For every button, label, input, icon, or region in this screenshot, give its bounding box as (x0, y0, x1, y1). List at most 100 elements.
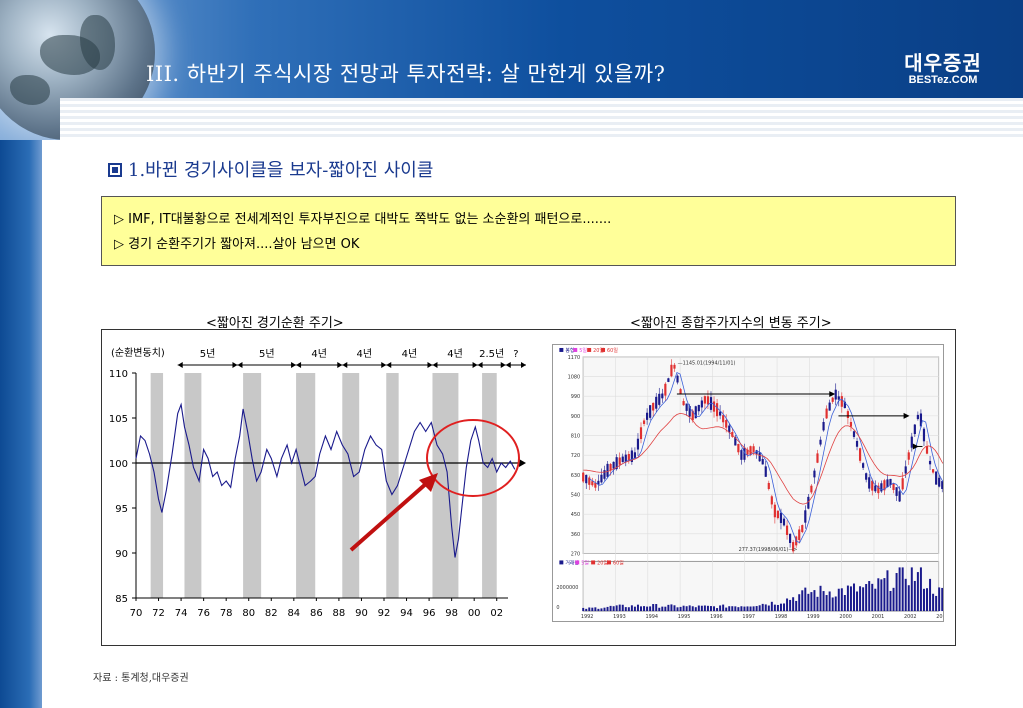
legend-label: 20일 (597, 559, 608, 566)
y-tick-label: 95 (115, 504, 128, 515)
kospi-chart: 270 360 450 540 630 720 810 900 990 1080 1170 1992 1… (552, 344, 944, 622)
volume-bar (798, 594, 801, 612)
volume-bar (694, 607, 697, 612)
x-tick-label: 82 (265, 608, 278, 619)
volume-bar (713, 606, 716, 612)
cycle-arrow-head (342, 362, 348, 368)
volume-bar (743, 606, 746, 612)
cycle-length-label: 4년 (402, 348, 418, 360)
candle-body (932, 469, 935, 473)
candle-body (630, 450, 633, 462)
cycle-arrow-head (381, 362, 387, 368)
cycle-arrow-head (337, 362, 343, 368)
candle-body (776, 510, 780, 519)
volume-bar (585, 608, 588, 612)
candle-body (715, 403, 719, 417)
candle-body (703, 396, 706, 404)
candle-body (925, 446, 929, 454)
x-tick-label: 76 (197, 608, 210, 619)
legend-label: 거래량 (565, 559, 579, 566)
volume-bar (767, 605, 770, 612)
cycle-arrow-head (477, 362, 483, 368)
header-banner (0, 0, 1023, 140)
volume-bar (664, 606, 667, 612)
x-tick-label: 2000 (839, 614, 852, 620)
candle-body (667, 378, 670, 382)
candle-body (858, 448, 862, 461)
volume-bar (682, 605, 685, 612)
candle-body (767, 482, 770, 489)
candle-body (770, 496, 773, 505)
candle-body (722, 415, 725, 423)
volume-bar (640, 606, 642, 612)
volume-bar (649, 606, 652, 612)
candle-body (913, 424, 916, 435)
y-tick-label: 105 (109, 414, 128, 425)
candle-body (719, 411, 722, 416)
volume-bar (655, 604, 658, 612)
volume-bar (828, 591, 831, 612)
volume-bar (868, 581, 871, 612)
cycle-arrow-head (296, 362, 302, 368)
candle-body (834, 389, 837, 400)
recession-band (432, 373, 459, 598)
x-tick-label: 2002 (904, 614, 917, 620)
y-tick-label: 540 (571, 493, 580, 499)
volume-bar (801, 590, 804, 612)
candle-body (907, 452, 910, 460)
cycle-arrow-head (237, 362, 243, 368)
candle-body (679, 389, 682, 394)
callout-line-2: ▷ 경기 순환주기가 짧아져....살아 남으면 OK (114, 237, 360, 252)
candle-body (734, 437, 737, 446)
volume-bar (627, 607, 630, 612)
legend-swatch (573, 347, 578, 352)
cycle-arrow-head (432, 362, 438, 368)
candle-body (743, 447, 746, 460)
candle-body (700, 400, 703, 408)
volume-bar (792, 597, 795, 612)
x-tick-label: 1996 (710, 614, 723, 620)
volume-bar (618, 604, 621, 612)
candle-body (792, 542, 795, 552)
peak-annotation: —1145.01(1994/11/01) (678, 360, 736, 366)
legend-swatch (575, 560, 580, 565)
volume-bar (779, 603, 782, 612)
daewoo-logo: 대우증권 BESTez.COM (893, 52, 993, 86)
candle-body (603, 470, 606, 479)
y-tick-label: 630 (571, 473, 580, 479)
volume-bar (697, 605, 700, 612)
candle-body (609, 464, 612, 471)
section-heading-text: 1.바뀐 경기사이클을 보자-짧아진 사이클 (128, 160, 434, 181)
candle-body (816, 453, 819, 463)
candle-body (642, 420, 646, 424)
candle-body (636, 438, 640, 450)
candle-body (862, 463, 865, 468)
volume-bar (646, 606, 649, 612)
candle-body (725, 420, 728, 428)
volume-bar (892, 587, 895, 612)
volume-bar (837, 588, 840, 612)
y-tick-label: 90 (115, 549, 128, 560)
volume-bar (904, 578, 907, 612)
y-tick-label: 360 (571, 532, 580, 538)
x-tick-label: 70 (130, 608, 143, 619)
volume-bar (597, 608, 600, 612)
candle-body (916, 414, 919, 420)
x-tick-label: 94 (400, 608, 413, 619)
cycle-arrow-head (291, 362, 297, 368)
volume-bar (709, 606, 712, 612)
volume-bar (856, 591, 859, 612)
volume-bar (719, 605, 722, 612)
candle-body (673, 364, 676, 369)
volume-bar (789, 599, 792, 612)
callout-line-1: ▷ IMF, IT대불황으로 전세계적인 투자부진으로 대박도 쪽박도 없는 소… (114, 212, 612, 227)
volume-bar (716, 608, 719, 612)
x-tick-label: 78 (220, 608, 233, 619)
candle-body (904, 466, 907, 474)
candle-body (752, 446, 755, 452)
cycle-arrow-head (232, 362, 238, 368)
candle-body (801, 525, 804, 533)
volume-bar (725, 607, 728, 612)
candle-body (895, 487, 898, 496)
candle-body (615, 457, 618, 470)
